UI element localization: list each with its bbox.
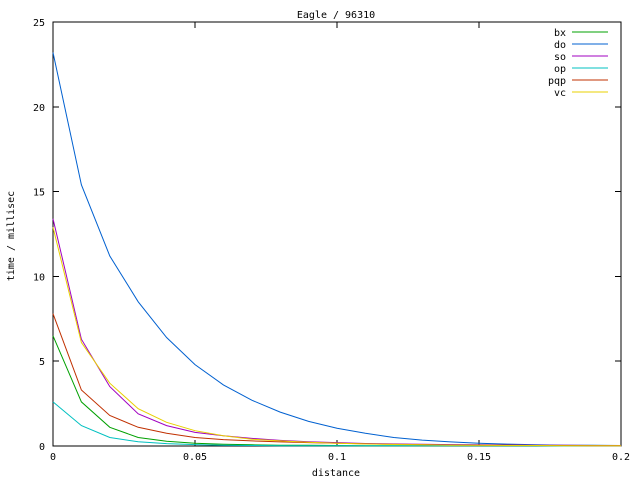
y-tick-label: 0 bbox=[39, 442, 45, 453]
x-tick-label: 0.2 bbox=[612, 452, 630, 463]
series-line-pqp bbox=[52, 313, 621, 447]
x-tick-label: 0.05 bbox=[183, 452, 207, 463]
y-tick-label: 10 bbox=[33, 272, 45, 283]
y-tick-label: 20 bbox=[33, 103, 45, 114]
plot-frame bbox=[52, 21, 622, 447]
x-axis-label: distance bbox=[312, 468, 360, 479]
y-tick-label: 5 bbox=[39, 357, 45, 368]
legend-label-op: op bbox=[554, 64, 566, 75]
legend-label-so: so bbox=[554, 52, 566, 63]
legend-label-vc: vc bbox=[554, 88, 566, 99]
y-tick-label: 15 bbox=[33, 188, 45, 199]
x-tick-label: 0.1 bbox=[328, 452, 346, 463]
x-tick-label: 0.15 bbox=[467, 452, 491, 463]
y-axis-label: time / millisec bbox=[6, 191, 17, 281]
x-tick-label: 0 bbox=[50, 452, 56, 463]
series-line-bx bbox=[52, 335, 621, 447]
series-line-do bbox=[52, 52, 622, 446]
series-line-vc bbox=[52, 227, 622, 447]
series-lines bbox=[52, 52, 622, 447]
legend-label-do: do bbox=[554, 40, 566, 51]
legend-label-bx: bx bbox=[554, 28, 566, 39]
plot-area: 0 5 10 15 20 25 0 0.05 0.1 0.15 0.2 bbox=[33, 18, 630, 463]
chart-title: Eagle / 96310 bbox=[297, 10, 375, 21]
y-tick-label: 25 bbox=[33, 18, 45, 29]
series-line-so bbox=[52, 218, 621, 446]
legend-label-pqp: pqp bbox=[548, 76, 566, 87]
